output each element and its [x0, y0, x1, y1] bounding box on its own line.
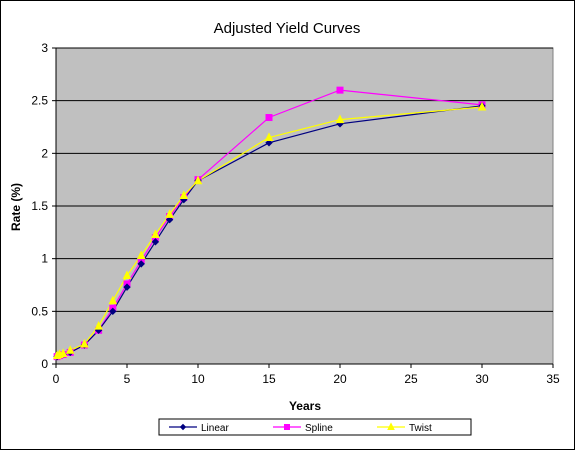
data-point-twist-5 — [94, 320, 103, 330]
y-tick-label-2: 2 — [41, 146, 48, 160]
data-point-twist-15 — [477, 101, 487, 111]
y-axis-title: Rate (%) — [9, 183, 23, 231]
data-point-twist-13 — [264, 132, 274, 142]
y-tick-label-0.5: 0.5 — [31, 304, 48, 318]
data-point-twist-8 — [136, 250, 146, 260]
series-markers — [52, 86, 487, 361]
tick-labels: 00.511.522.530 5 10 15 20 25 30 35 — [31, 41, 560, 386]
data-point-twist-11 — [179, 190, 189, 199]
data-point-twist-4 — [80, 338, 89, 348]
x-tick-label-5: 5 — [124, 372, 131, 386]
x-tick-label-0: 0 — [53, 372, 60, 386]
data-point-twist-14 — [335, 114, 345, 124]
data-point-twist-7 — [122, 270, 132, 280]
legend-label-linear: Linear — [201, 423, 229, 434]
legend-marker-spline — [284, 424, 290, 430]
data-point-linear-8 — [137, 260, 145, 268]
data-point-twist-6 — [108, 295, 118, 305]
y-tick-label-1: 1 — [41, 252, 48, 266]
data-point-spline-13 — [265, 114, 273, 122]
data-point-twist-12 — [193, 175, 203, 185]
data-point-twist-2 — [58, 348, 68, 357]
data-point-linear-6 — [109, 307, 117, 316]
y-tick-label-1.5: 1.5 — [31, 199, 48, 213]
legend-box — [158, 418, 472, 436]
x-tick-label-25: 25 — [404, 372, 418, 386]
data-point-linear-9 — [151, 238, 160, 246]
data-point-twist-3 — [65, 345, 75, 354]
data-point-linear-7 — [123, 283, 131, 291]
x-tick-label-35: 35 — [546, 372, 560, 386]
y-tick-label-3: 3 — [41, 41, 48, 55]
data-point-spline-14 — [336, 86, 344, 94]
x-tick-label-15: 15 — [262, 372, 276, 386]
y-tick-label-0: 0 — [41, 357, 48, 371]
legend-marker-linear — [179, 423, 187, 431]
data-point-linear-10 — [165, 215, 174, 224]
data-point-twist-10 — [165, 209, 174, 218]
legend-label-twist: Twist — [409, 423, 432, 434]
legend-marker-twist — [387, 422, 395, 430]
x-tick-label-30: 30 — [475, 372, 489, 386]
data-point-twist-9 — [151, 229, 160, 238]
legend: Linear Spline Twist — [158, 418, 472, 436]
x-tick-label-20: 20 — [333, 372, 347, 386]
y-tick-label-2.5: 2.5 — [31, 94, 48, 108]
x-axis-title: Years — [289, 399, 321, 413]
series-line-twist — [56, 106, 483, 357]
chart-title: Adjusted Yield Curves — [214, 20, 361, 37]
data-point-linear-13 — [265, 139, 273, 147]
legend-label-spline: Spline — [305, 423, 333, 434]
x-tick-label-10: 10 — [191, 372, 205, 386]
